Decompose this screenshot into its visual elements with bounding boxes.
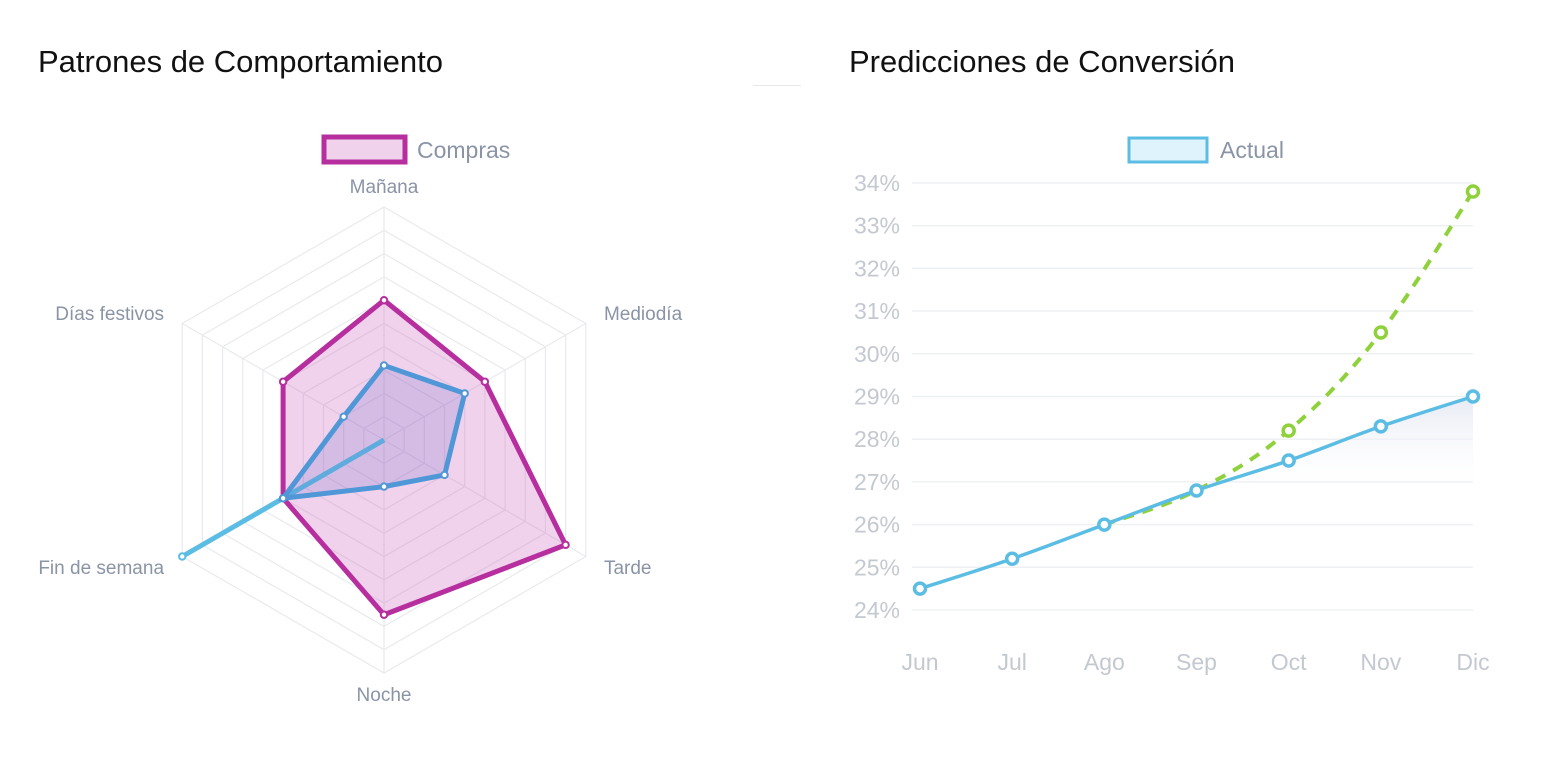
line-x-tick: Dic: [1456, 649, 1489, 675]
line-y-tick: 27%: [854, 469, 900, 495]
line-legend-swatch: [1127, 136, 1209, 164]
line-y-tick: 33%: [854, 213, 900, 239]
radar-axis-label: Mediodía: [604, 304, 683, 325]
line-legend-label: Actual: [1220, 137, 1284, 163]
line-x-tick: Nov: [1360, 649, 1401, 675]
radar-series-1-point[interactable]: [379, 482, 389, 491]
line-legend[interactable]: Actual: [1127, 136, 1284, 164]
line-actual-point[interactable]: [1189, 483, 1204, 498]
line-prediction-point[interactable]: [1465, 184, 1481, 199]
radar-legend[interactable]: Compras: [321, 134, 510, 165]
left-chart-title: Patrones de Comportamiento: [38, 44, 443, 79]
radar-series-0-point[interactable]: [480, 377, 490, 386]
radar-series-1-point[interactable]: [339, 412, 348, 421]
line-actual-point[interactable]: [1004, 551, 1020, 567]
line-y-tick: 32%: [854, 255, 900, 281]
line-prediction-point[interactable]: [1281, 423, 1296, 438]
line-y-tick: 30%: [854, 341, 900, 367]
line-x-tick-labels: Jun Jul Ago Sep Oct Nov Dic: [901, 649, 1489, 675]
line-y-tick: 28%: [854, 426, 900, 452]
line-prediction-point[interactable]: [1373, 325, 1389, 340]
radar-series-0-point[interactable]: [379, 610, 389, 619]
line-x-tick: Jul: [997, 649, 1026, 675]
radar-axis-label: Mañana: [350, 177, 419, 198]
line-actual-point[interactable]: [1465, 389, 1481, 404]
radar-series-0-point[interactable]: [379, 296, 389, 305]
radar-series-1-point[interactable]: [440, 470, 449, 480]
line-grid: [912, 182, 1473, 611]
radar-series-1-point[interactable]: [460, 389, 469, 398]
radar-axis-labels: Mañana Mediodía Tarde Noche Fin de semana Día…: [38, 177, 682, 706]
line-y-tick: 31%: [854, 298, 900, 324]
radar-legend-swatch: [321, 134, 408, 165]
line-series: [912, 184, 1481, 596]
line-x-tick: Ago: [1084, 649, 1125, 675]
radar-series-1-point[interactable]: [379, 361, 389, 370]
line-actual-point[interactable]: [1281, 453, 1296, 468]
line-y-tick: 29%: [854, 384, 900, 410]
line-y-tick: 34%: [854, 170, 900, 196]
line-y-tick: 26%: [854, 512, 900, 538]
line-x-tick: Jun: [901, 649, 938, 675]
line-actual-point[interactable]: [1373, 419, 1389, 434]
radar-series-0-point[interactable]: [561, 540, 570, 550]
line-y-tick-labels: 24% 25% 26% 27% 28% 29% 30% 31% 32% 33% 34%: [854, 170, 900, 623]
panel-divider: [753, 85, 801, 86]
radar-series-0-point[interactable]: [278, 377, 288, 386]
line-area-fill: [1196, 396, 1473, 495]
radar-axis-label: Días festivos: [55, 304, 164, 325]
line-y-tick: 24%: [854, 597, 900, 623]
right-chart-title: Predicciones de Conversión: [849, 44, 1235, 79]
line-x-tick: Sep: [1176, 649, 1217, 675]
radar-axis-label: Fin de semana: [38, 558, 164, 579]
line-actual-point[interactable]: [1097, 517, 1112, 532]
radar-series: [178, 296, 570, 619]
radar-series-1-point[interactable]: [278, 494, 288, 503]
radar-spoke: [383, 439, 587, 558]
radar-axis-label: Tarde: [604, 558, 652, 579]
line-y-tick: 25%: [854, 554, 900, 580]
radar-legend-label: Compras: [417, 137, 510, 163]
line-actual-point[interactable]: [912, 581, 928, 596]
radar-series-2-point[interactable]: [178, 552, 187, 561]
radar-axis-label: Noche: [357, 685, 412, 706]
line-x-tick: Oct: [1271, 649, 1307, 675]
